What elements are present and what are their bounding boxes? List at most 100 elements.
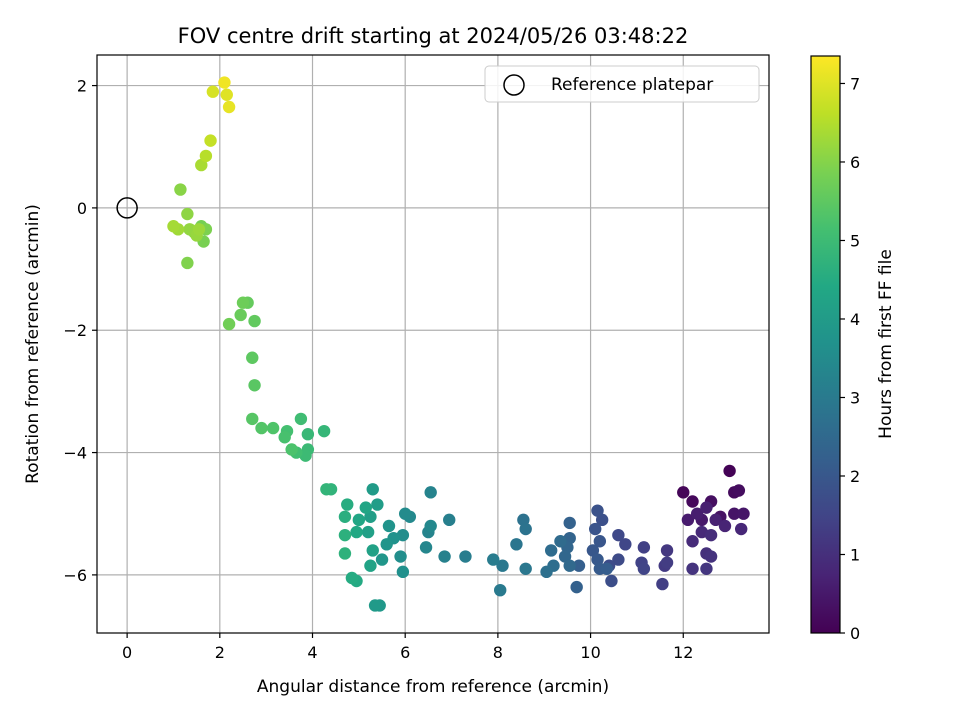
data-point bbox=[246, 351, 259, 364]
y-tick-label: 2 bbox=[77, 77, 87, 96]
data-point bbox=[637, 541, 651, 554]
legend-marker bbox=[503, 74, 525, 96]
data-point bbox=[704, 550, 718, 563]
data-point bbox=[368, 599, 382, 612]
data-point bbox=[301, 428, 315, 441]
data-point bbox=[199, 149, 213, 163]
data-point bbox=[255, 421, 268, 435]
data-point bbox=[396, 565, 410, 579]
data-point bbox=[424, 486, 437, 499]
x-tick-label: 10 bbox=[580, 643, 600, 662]
data-point bbox=[686, 495, 699, 508]
data-point bbox=[677, 486, 690, 499]
colorbar-label: Hours from first FF file bbox=[876, 249, 896, 439]
data-point bbox=[181, 207, 194, 221]
data-point bbox=[519, 522, 532, 536]
data-point bbox=[174, 183, 187, 196]
data-point bbox=[723, 464, 736, 478]
data-point bbox=[248, 314, 261, 328]
data-point bbox=[285, 443, 298, 456]
data-point bbox=[438, 550, 451, 563]
plot-frame bbox=[96, 54, 770, 634]
data-point bbox=[341, 498, 354, 511]
data-point bbox=[496, 559, 509, 572]
data-point bbox=[206, 85, 220, 98]
reference-marker bbox=[116, 197, 138, 219]
data-point bbox=[718, 519, 732, 533]
colorbar bbox=[810, 55, 841, 634]
data-point bbox=[366, 483, 379, 496]
x-tick-label: 0 bbox=[122, 643, 132, 662]
data-point bbox=[660, 544, 674, 557]
colorbar-tick-label: 7 bbox=[850, 74, 860, 93]
data-point bbox=[380, 538, 393, 551]
data-point bbox=[236, 296, 250, 309]
data-point bbox=[266, 421, 280, 435]
data-point bbox=[419, 541, 433, 554]
data-point bbox=[204, 134, 217, 147]
data-point bbox=[167, 220, 180, 233]
data-point bbox=[443, 513, 456, 527]
colorbar-tick-label: 1 bbox=[850, 545, 860, 564]
data-point bbox=[364, 559, 377, 572]
data-point bbox=[600, 562, 613, 575]
x-tick-label: 8 bbox=[493, 643, 503, 662]
data-point bbox=[424, 519, 437, 533]
data-point bbox=[586, 544, 600, 557]
data-points bbox=[167, 76, 750, 612]
data-point bbox=[218, 76, 231, 89]
data-point bbox=[728, 507, 741, 520]
data-point bbox=[637, 562, 651, 575]
data-point bbox=[700, 562, 713, 575]
data-point bbox=[487, 553, 500, 566]
x-tick-label: 2 bbox=[215, 643, 225, 662]
data-point bbox=[519, 562, 532, 575]
data-point bbox=[220, 88, 233, 101]
data-point bbox=[375, 553, 389, 566]
colorbar-tick-label: 5 bbox=[850, 231, 860, 250]
data-point bbox=[510, 538, 523, 551]
data-point bbox=[181, 256, 194, 270]
x-axis-label: Angular distance from reference (arcmin) bbox=[257, 677, 609, 697]
y-tick-label: −2 bbox=[63, 321, 87, 340]
data-point bbox=[605, 574, 618, 588]
colorbar-tick-label: 4 bbox=[850, 310, 860, 329]
x-axis-ticks: 0 2 4 6 8 10 12 bbox=[122, 633, 693, 662]
data-point bbox=[681, 513, 695, 527]
data-point bbox=[195, 158, 208, 172]
data-point bbox=[619, 538, 632, 551]
data-point bbox=[554, 535, 567, 548]
data-point bbox=[192, 223, 206, 236]
data-point bbox=[248, 379, 261, 392]
data-point bbox=[686, 535, 699, 548]
data-point bbox=[345, 571, 359, 585]
data-point bbox=[686, 562, 699, 575]
x-tick-label: 4 bbox=[307, 643, 317, 662]
data-point bbox=[593, 535, 607, 548]
data-point bbox=[595, 513, 609, 527]
data-point bbox=[352, 513, 366, 527]
data-point bbox=[350, 525, 363, 539]
data-point bbox=[371, 498, 384, 511]
data-point bbox=[563, 516, 576, 530]
data-point bbox=[382, 519, 396, 533]
data-point bbox=[572, 559, 586, 572]
legend-label: Reference platepar bbox=[551, 75, 713, 95]
data-point bbox=[612, 553, 625, 566]
data-point bbox=[737, 507, 750, 520]
x-tick-label: 12 bbox=[673, 643, 693, 662]
data-point bbox=[366, 544, 379, 557]
y-tick-label: 0 bbox=[77, 199, 87, 218]
data-point bbox=[540, 565, 553, 579]
data-point bbox=[732, 484, 746, 497]
chart-title: FOV centre drift starting at 2024/05/26 … bbox=[178, 24, 689, 48]
data-point bbox=[394, 550, 407, 563]
data-point bbox=[591, 504, 604, 517]
y-axis-ticks: −6 −4 −2 0 2 bbox=[63, 77, 97, 585]
colorbar-tick-label: 2 bbox=[850, 467, 860, 486]
legend: Reference platepar bbox=[484, 65, 760, 103]
y-axis-label: Rotation from reference (arcmin) bbox=[23, 204, 43, 484]
data-point bbox=[494, 583, 507, 597]
data-point bbox=[364, 510, 377, 523]
